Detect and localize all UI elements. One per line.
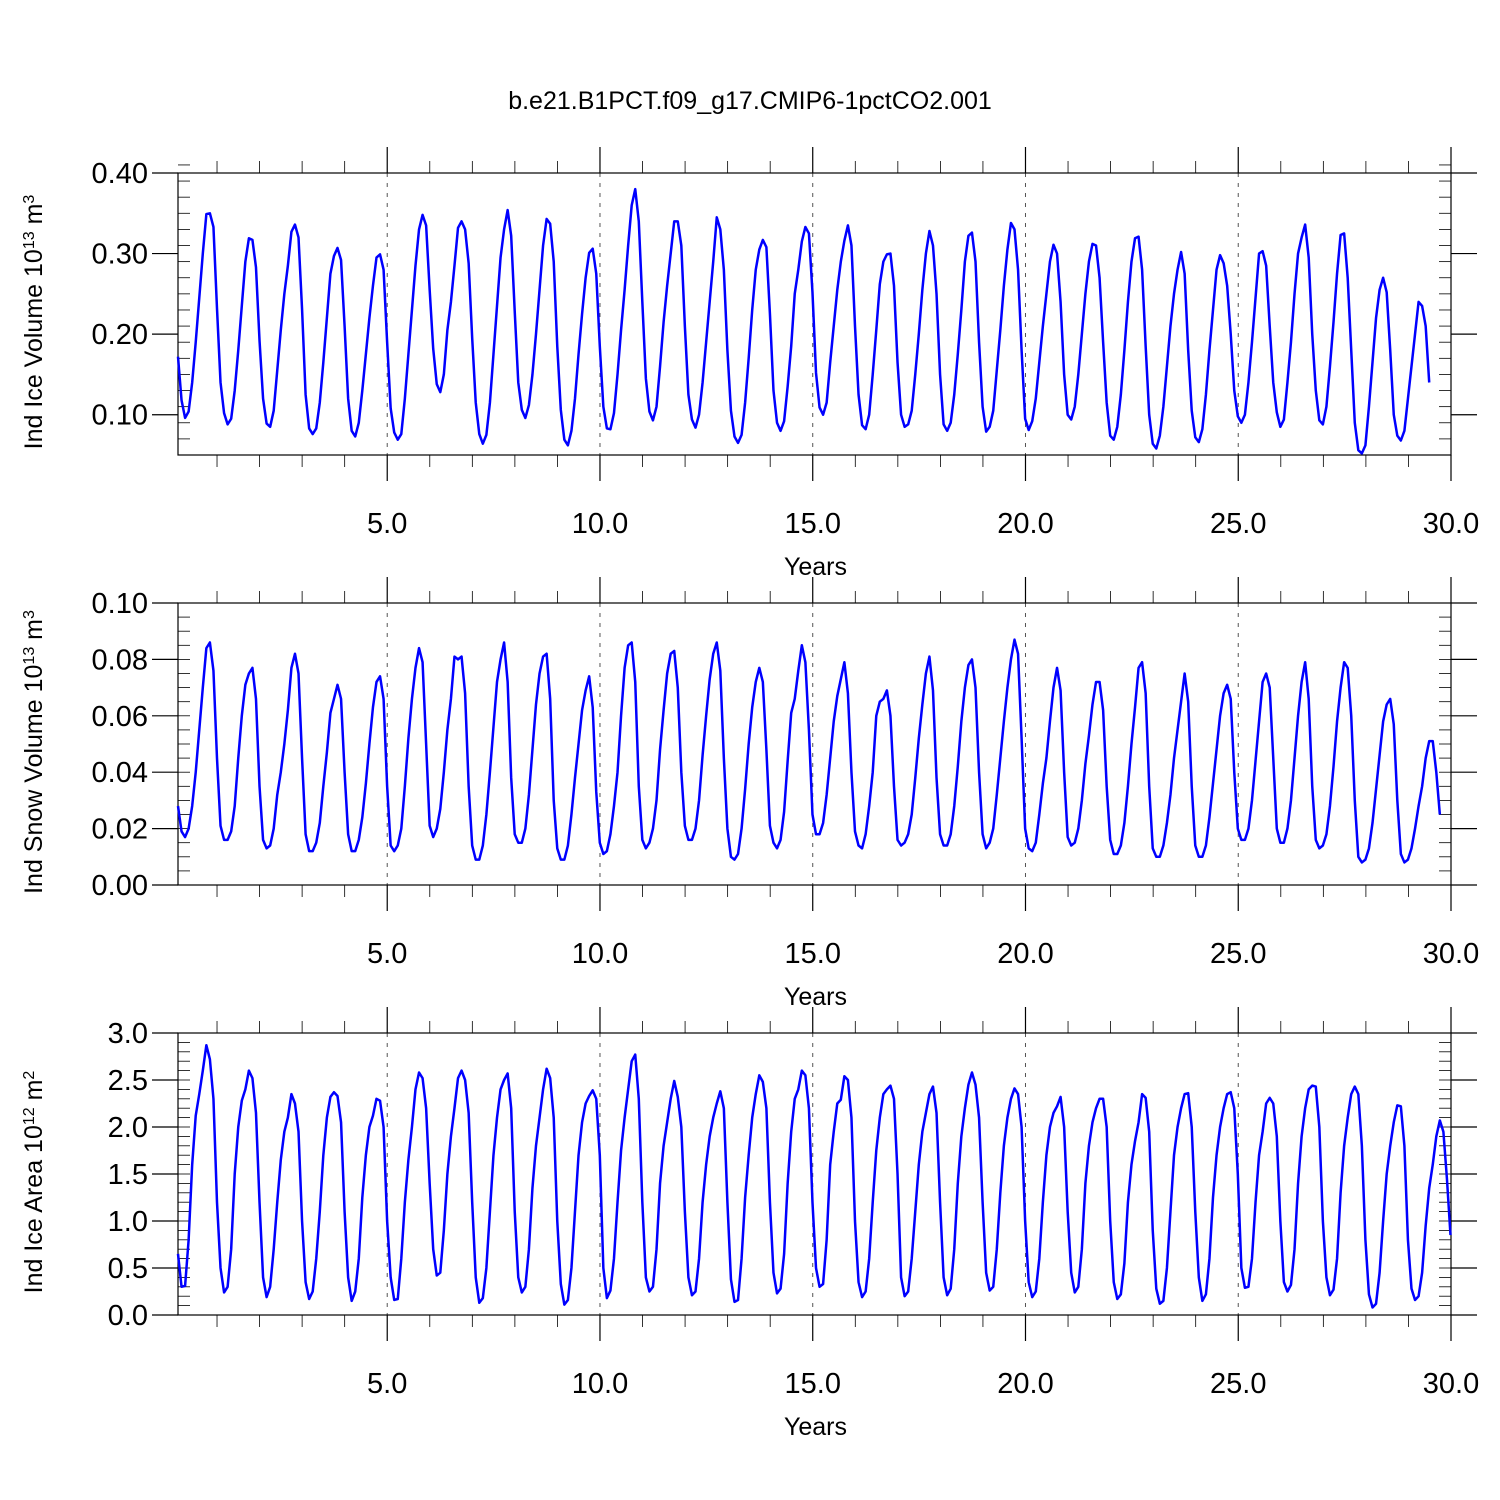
y-tick-label: 2.5 [108, 1065, 148, 1097]
y-tick-label: 0.30 [92, 239, 148, 271]
panel-3: 0.0 0.5 1.0 1.5 2.0 2.5 3.0 5.0 10.0 15.0 20.0 25.0… [20, 1007, 1479, 1441]
x-tick-label: 5.0 [367, 938, 407, 970]
y-axis-label: Ind Ice Volume 1013 m3 [20, 195, 48, 450]
y-tick-label: 0.20 [92, 319, 148, 351]
data-series-line [176, 187, 1431, 455]
y-tick-label: 0.08 [92, 644, 148, 676]
panels: 0.10 0.20 0.30 0.40 5.0 10.0 15.0 20.0 25.0 30.0 Y… [20, 147, 1479, 1441]
data-series-line [176, 1043, 1452, 1309]
y-axis-label: Ind Ice Area 1012 m2 [20, 1071, 48, 1294]
y-tick-label: 0.04 [92, 757, 148, 789]
panel-2: 0.00 0.02 0.04 0.06 0.08 0.10 5.0 10.0 15.0 20.0 2… [20, 577, 1479, 1011]
y-tick-label: 0.5 [108, 1253, 148, 1285]
y-tick-label: 1.5 [108, 1159, 148, 1191]
y-tick-label: 0.10 [92, 400, 148, 432]
y-tick-label: 0.40 [92, 158, 148, 190]
x-tick-label: 15.0 [785, 938, 841, 970]
x-axis-label: Years [784, 1413, 847, 1441]
x-tick-label: 25.0 [1210, 1368, 1266, 1400]
x-tick-label: 30.0 [1423, 1368, 1479, 1400]
x-tick-label: 25.0 [1210, 508, 1266, 540]
y-tick-label: 0.06 [92, 701, 148, 733]
y-tick-label: 0.0 [108, 1300, 148, 1332]
y-tick-label: 3.0 [108, 1018, 148, 1050]
x-tick-label: 10.0 [572, 508, 628, 540]
x-tick-label: 30.0 [1423, 508, 1479, 540]
x-tick-label: 5.0 [367, 1368, 407, 1400]
x-tick-label: 25.0 [1210, 938, 1266, 970]
x-tick-label: 20.0 [997, 938, 1053, 970]
chart-title: b.e21.B1PCT.f09_g17.CMIP6-1pctCO2.001 [508, 87, 992, 115]
y-tick-label: 0.10 [92, 588, 148, 620]
x-tick-label: 20.0 [997, 508, 1053, 540]
y-tick-label: 2.0 [108, 1112, 148, 1144]
y-tick-label: 0.02 [92, 814, 148, 846]
plot-frame [177, 1032, 1452, 1316]
x-tick-label: 5.0 [367, 508, 407, 540]
y-tick-label: 1.0 [108, 1206, 148, 1238]
y-axis-label: Ind Snow Volume 1013 m3 [20, 610, 48, 894]
y-tick-label: 0.00 [92, 870, 148, 902]
x-axis-label: Years [784, 983, 847, 1011]
plot-frame [177, 172, 1452, 456]
x-axis-label: Years [784, 553, 847, 581]
x-tick-label: 20.0 [997, 1368, 1053, 1400]
x-tick-label: 30.0 [1423, 938, 1479, 970]
x-tick-label: 15.0 [785, 1368, 841, 1400]
x-tick-label: 15.0 [785, 508, 841, 540]
data-series-line [176, 638, 1442, 864]
x-tick-label: 10.0 [572, 938, 628, 970]
panel-1: 0.10 0.20 0.30 0.40 5.0 10.0 15.0 20.0 25.0 30.0 Y… [20, 147, 1479, 581]
x-tick-label: 10.0 [572, 1368, 628, 1400]
